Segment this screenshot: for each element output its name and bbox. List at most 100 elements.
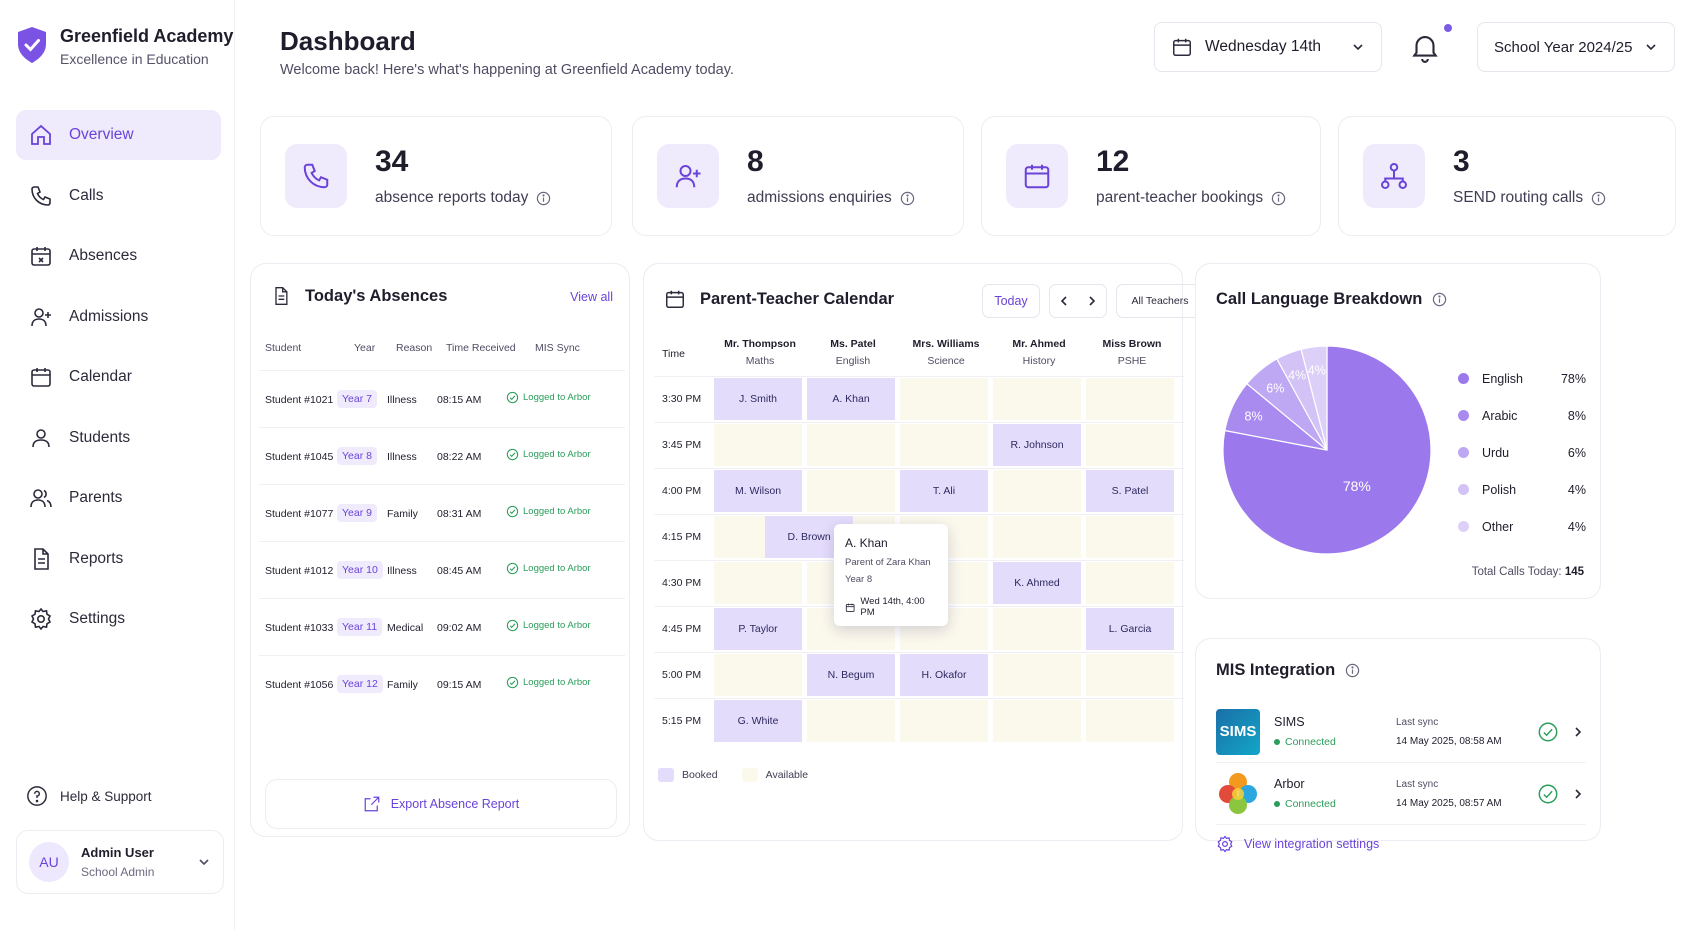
available-slot[interactable]: [1086, 700, 1174, 742]
available-slot[interactable]: [900, 424, 988, 466]
available-slot[interactable]: [714, 654, 802, 696]
mis-sync-label: Logged to Arbor: [523, 449, 591, 460]
view-all-link[interactable]: View all: [570, 290, 613, 304]
available-slot[interactable]: [993, 378, 1081, 420]
booked-slot[interactable]: H. Okafor: [900, 654, 988, 696]
export-absence-report-button[interactable]: Export Absence Report: [265, 779, 617, 829]
help-label: Help & Support: [60, 788, 152, 804]
chevron-down-icon: [1353, 44, 1363, 51]
calendar-legend: Booked Available: [658, 768, 808, 782]
calendar-header: Parent-Teacher Calendar: [664, 288, 894, 310]
available-slot[interactable]: [900, 700, 988, 742]
mis-sync-status: Logged to Arbor: [506, 676, 591, 689]
available-slot[interactable]: [993, 470, 1081, 512]
view-integration-settings-link[interactable]: View integration settings: [1216, 835, 1379, 853]
stat-card-admissions[interactable]: 8 admissions enquiries: [632, 116, 964, 236]
sidebar-item-settings[interactable]: Settings: [16, 594, 221, 644]
table-row[interactable]: Student #1012 Year 10 Illness 08:45 AM Logge…: [259, 541, 625, 603]
check-circle-icon: [1538, 784, 1558, 803]
check-circle-icon: [1538, 722, 1558, 741]
available-slot[interactable]: [714, 424, 802, 466]
legend-label: Urdu: [1482, 445, 1510, 460]
mis-sync-status: Logged to Arbor: [506, 562, 591, 575]
info-icon[interactable]: [536, 191, 551, 206]
booked-slot[interactable]: R. Johnson: [993, 424, 1081, 466]
info-icon[interactable]: [900, 191, 915, 206]
help-support-link[interactable]: Help & Support: [26, 785, 152, 807]
avatar: AU: [29, 842, 69, 882]
available-slot[interactable]: [1086, 654, 1174, 696]
mis-info: SIMS Connected: [1274, 715, 1336, 748]
mis-row-arbor[interactable]: Arbor Connected Last sync 14 May 2025, 0…: [1216, 763, 1586, 825]
available-slot[interactable]: [1086, 562, 1174, 604]
bell-icon[interactable]: [1408, 30, 1442, 64]
user-menu[interactable]: AU Admin User School Admin: [16, 830, 224, 894]
sidebar-item-overview[interactable]: Overview: [16, 110, 221, 160]
column-header: MIS Sync: [535, 342, 580, 354]
stat-card-absences[interactable]: 34 absence reports today: [260, 116, 612, 236]
today-button[interactable]: Today: [982, 284, 1040, 318]
sidebar-item-reports[interactable]: Reports: [16, 534, 221, 584]
school-year-select[interactable]: School Year 2024/25: [1477, 22, 1675, 72]
info-icon[interactable]: [1591, 191, 1606, 206]
date-picker[interactable]: Wednesday 14th: [1154, 22, 1382, 72]
legend-label: Arabic: [1482, 408, 1518, 423]
table-row[interactable]: Student #1021 Year 7 Illness 08:15 AM Logged…: [259, 370, 625, 432]
table-row[interactable]: Student #1033 Year 11 Medical 09:02 AM Logge…: [259, 598, 625, 660]
phone-icon: [303, 163, 329, 189]
school-year-label: School Year 2024/25: [1494, 38, 1633, 56]
info-icon[interactable]: [1271, 191, 1286, 206]
calendar-icon: [1173, 38, 1191, 56]
brand[interactable]: Greenfield Academy Excellence in Educati…: [16, 26, 233, 67]
chevron-left-icon[interactable]: [1058, 295, 1070, 307]
booked-slot[interactable]: A. Khan: [807, 378, 895, 420]
pie-label: 78%: [1343, 478, 1371, 494]
booked-slot[interactable]: T. Ali: [900, 470, 988, 512]
mis-status-label: Connected: [1285, 736, 1336, 748]
booked-slot[interactable]: P. Taylor: [714, 608, 802, 650]
available-slot[interactable]: [807, 470, 895, 512]
booked-slot[interactable]: J. Smith: [714, 378, 802, 420]
sidebar-item-calendar[interactable]: Calendar: [16, 352, 221, 402]
booked-slot[interactable]: N. Begum: [807, 654, 895, 696]
booked-slot[interactable]: M. Wilson: [714, 470, 802, 512]
pie-label: 8%: [1245, 409, 1263, 423]
pie-slice-other[interactable]: [1300, 345, 1328, 451]
table-row[interactable]: Student #1056 Year 12 Family 09:15 AM Logged…: [259, 655, 625, 717]
sidebar-item-students[interactable]: Students: [16, 413, 221, 463]
available-slot[interactable]: [993, 516, 1081, 558]
mis-status: Connected: [1274, 798, 1336, 810]
chevron-right-icon[interactable]: [1086, 295, 1098, 307]
booked-slot[interactable]: K. Ahmed: [993, 562, 1081, 604]
chevron-right-icon[interactable]: [1572, 788, 1584, 800]
available-slot[interactable]: [714, 562, 802, 604]
chevron-right-icon[interactable]: [1572, 726, 1584, 738]
available-slot[interactable]: [807, 700, 895, 742]
available-slot[interactable]: [993, 700, 1081, 742]
available-slot[interactable]: [1086, 378, 1174, 420]
stat-label-row: parent-teacher bookings: [1096, 189, 1286, 207]
info-icon[interactable]: [1345, 663, 1360, 678]
sidebar-item-absences[interactable]: Absences: [16, 231, 221, 281]
stat-card-send[interactable]: 3 SEND routing calls: [1338, 116, 1676, 236]
booked-slot[interactable]: G. White: [714, 700, 802, 742]
sidebar-item-label: Admissions: [69, 307, 149, 325]
stat-card-bookings[interactable]: 12 parent-teacher bookings: [981, 116, 1321, 236]
available-slot[interactable]: [900, 378, 988, 420]
available-slot[interactable]: [993, 654, 1081, 696]
available-slot[interactable]: [993, 608, 1081, 650]
info-icon[interactable]: [1432, 292, 1447, 307]
available-slot[interactable]: [1086, 516, 1174, 558]
sidebar-item-calls[interactable]: Calls: [16, 171, 221, 221]
sidebar-item-parents[interactable]: Parents: [16, 473, 221, 523]
mis-row-sims[interactable]: SIMS SIMS Connected Last sync 14 May 202…: [1216, 701, 1586, 763]
sync-label: Last sync: [1396, 778, 1439, 790]
available-slot[interactable]: [1086, 424, 1174, 466]
column-header: Reason: [396, 342, 433, 354]
available-slot[interactable]: [807, 424, 895, 466]
table-row[interactable]: Student #1045 Year 8 Illness 08:22 AM Logged…: [259, 427, 625, 489]
booked-slot[interactable]: S. Patel: [1086, 470, 1174, 512]
table-row[interactable]: Student #1077 Year 9 Family 08:31 AM Logged …: [259, 484, 625, 546]
booked-slot[interactable]: L. Garcia: [1086, 608, 1174, 650]
sidebar-item-admissions[interactable]: Admissions: [16, 292, 221, 342]
